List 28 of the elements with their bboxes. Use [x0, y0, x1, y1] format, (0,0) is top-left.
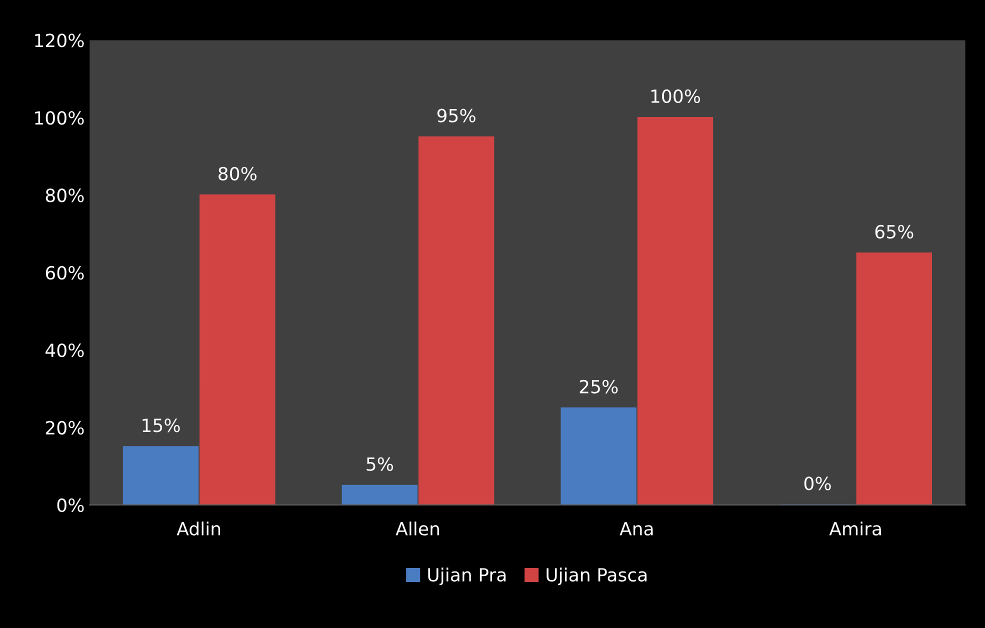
y-tick-label: 20% [46, 420, 84, 435]
bar [122, 446, 199, 505]
data-label: 95% [437, 108, 476, 122]
x-tick-label: Allen [396, 522, 439, 536]
y-tick-label: 60% [46, 266, 84, 280]
bar [560, 407, 636, 505]
y-tick-label: 40% [46, 343, 84, 358]
data-label: 80% [218, 166, 256, 180]
x-tick-label: Ana [620, 522, 653, 536]
y-tick-label: 80% [46, 188, 84, 202]
data-label: 5% [366, 457, 394, 471]
bar [342, 484, 418, 505]
x-tick-label: Amira [829, 522, 881, 536]
y-tick-label: 100% [35, 111, 84, 125]
x-tick-label: Adlin [176, 522, 220, 536]
data-label: 100% [651, 89, 700, 104]
data-label: 25% [580, 380, 618, 394]
data-label: 65% [875, 224, 914, 239]
bar [200, 194, 276, 505]
bar [418, 136, 494, 505]
data-label: 15% [142, 418, 180, 432]
data-label: 0% [804, 476, 831, 490]
y-tick-label: 0% [57, 498, 84, 512]
bar [637, 116, 714, 505]
legend-label: Ujian Pasca [546, 568, 647, 586]
bar [856, 252, 932, 505]
y-tick-label: 120% [35, 34, 84, 48]
legend-label: Ujian Pra [428, 568, 506, 586]
